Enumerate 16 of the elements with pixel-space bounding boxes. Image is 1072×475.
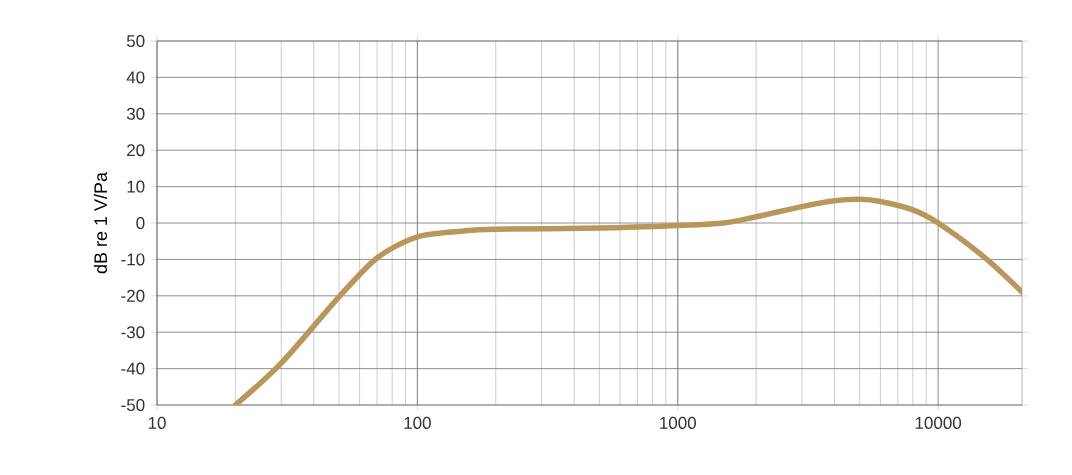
y-tick-label: -10 <box>121 253 145 266</box>
y-tick-label: 0 <box>136 216 145 230</box>
y-tick-label: 10 <box>127 180 145 193</box>
x-tick-label: 1000 <box>660 416 696 429</box>
y-axis-title: dB re 1 V/Pa <box>93 171 108 274</box>
y-tick-label: -40 <box>121 362 145 375</box>
y-tick-label: 50 <box>126 34 145 48</box>
y-tick-label: 20 <box>127 144 145 157</box>
y-tick-label: 30 <box>126 107 145 120</box>
y-tick-label: -30 <box>121 326 145 339</box>
x-tick-label: 10000 <box>915 416 962 429</box>
x-tick-label: 100 <box>404 416 431 429</box>
y-tick-label: 40 <box>126 71 145 84</box>
y-tick-label: -50 <box>121 398 145 412</box>
y-tick-label: -20 <box>121 289 145 302</box>
x-tick-label: 10 <box>148 416 166 429</box>
